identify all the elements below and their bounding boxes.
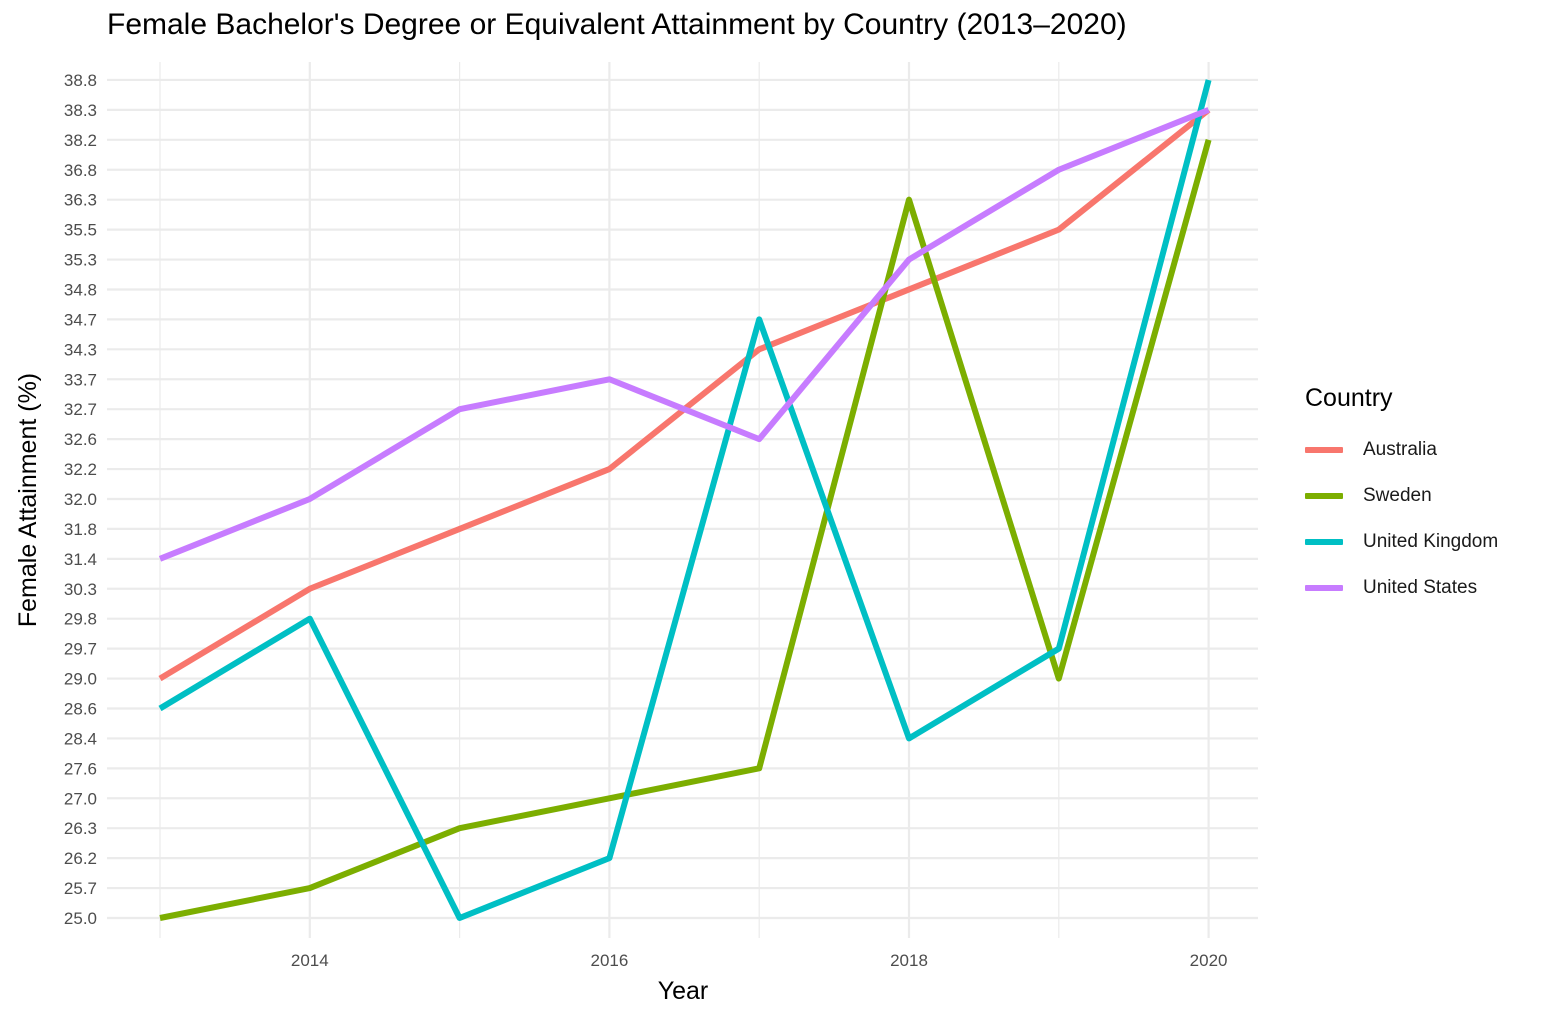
y-tick-label: 31.8 xyxy=(64,520,97,539)
x-tick-label: 2014 xyxy=(291,951,329,970)
y-tick-label: 28.6 xyxy=(64,699,97,718)
grid-lines xyxy=(107,62,1258,938)
x-axis-ticks: 2014 2016 2018 2020 xyxy=(291,951,1228,970)
y-tick-label: 29.8 xyxy=(64,610,97,629)
series-line-united-kingdom xyxy=(158,79,1212,921)
legend-label: United States xyxy=(1363,577,1478,598)
series-line-sweden xyxy=(159,139,1212,921)
y-tick-label: 35.3 xyxy=(64,251,97,270)
y-tick-label: 33.7 xyxy=(64,370,97,389)
y-tick-label: 38.3 xyxy=(64,101,97,120)
legend-title: Country xyxy=(1305,384,1393,412)
y-tick-label: 38.2 xyxy=(64,131,97,150)
y-tick-label: 34.8 xyxy=(64,280,97,299)
legend: Country Australia Sweden United Kingdom Uni… xyxy=(1305,384,1498,611)
series-line-united-states xyxy=(158,107,1210,562)
y-tick-label: 26.3 xyxy=(64,819,97,838)
y-tick-label: 32.7 xyxy=(64,400,97,419)
x-tick-label: 2020 xyxy=(1190,951,1228,970)
y-tick-label: 35.5 xyxy=(64,221,97,240)
y-tick-label: 34.3 xyxy=(64,340,97,359)
y-tick-label: 28.4 xyxy=(64,729,97,748)
y-tick-label: 31.4 xyxy=(64,550,97,569)
legend-label: Sweden xyxy=(1363,485,1432,506)
legend-item: United States xyxy=(1305,565,1498,611)
chart-title: Female Bachelor's Degree or Equivalent A… xyxy=(107,8,1127,41)
y-axis-title: Female Attainment (%) xyxy=(14,373,42,627)
y-tick-label: 30.3 xyxy=(64,580,97,599)
legend-swatch xyxy=(1305,447,1343,453)
legend-swatch xyxy=(1305,585,1343,591)
x-tick-label: 2018 xyxy=(890,951,928,970)
y-tick-label: 34.7 xyxy=(64,310,97,329)
legend-item: Sweden xyxy=(1305,473,1498,519)
legend-swatch xyxy=(1305,493,1343,499)
y-tick-label: 25.0 xyxy=(64,909,97,928)
y-tick-label: 36.8 xyxy=(64,161,97,180)
y-tick-label: 38.8 xyxy=(64,71,97,90)
y-tick-label: 36.3 xyxy=(64,191,97,210)
x-axis-title: Year xyxy=(658,977,709,1005)
y-tick-label: 25.7 xyxy=(64,879,97,898)
y-tick-label: 32.2 xyxy=(64,460,97,479)
legend-swatch xyxy=(1305,539,1343,545)
legend-item: Australia xyxy=(1305,427,1498,473)
y-tick-label: 32.0 xyxy=(64,490,97,509)
series-lines xyxy=(158,79,1212,921)
x-tick-label: 2016 xyxy=(590,951,628,970)
y-tick-label: 29.7 xyxy=(64,640,97,659)
y-tick-label: 32.6 xyxy=(64,430,97,449)
y-tick-label: 29.0 xyxy=(64,670,97,689)
y-tick-label: 27.6 xyxy=(64,759,97,778)
y-tick-label: 27.0 xyxy=(64,789,97,808)
y-tick-label: 26.2 xyxy=(64,849,97,868)
y-axis-ticks: 25.0 25.7 26.2 26.3 27.0 27.6 28.4 28.6 29.0 29.7… xyxy=(64,71,97,928)
legend-item: United Kingdom xyxy=(1305,519,1498,565)
legend-label: United Kingdom xyxy=(1363,531,1499,552)
legend-label: Australia xyxy=(1363,439,1437,460)
